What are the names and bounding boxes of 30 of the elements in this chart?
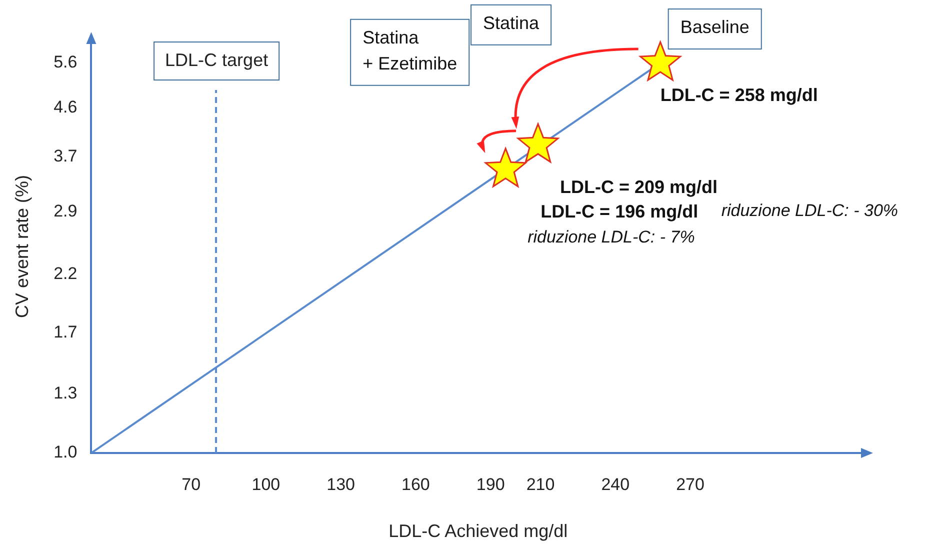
- x-tick-label: 130: [326, 474, 356, 494]
- annotation: riduzione LDL-C: - 7%: [528, 228, 695, 247]
- x-tick-label: 190: [476, 474, 505, 494]
- point: [517, 123, 559, 163]
- ref-line-label: LDL-C target: [165, 50, 268, 70]
- x-axis-title: LDL-C Achieved mg/dl: [388, 521, 568, 542]
- y-tick-label: 1.7: [54, 322, 78, 342]
- x-tick-label: 210: [526, 474, 555, 494]
- annotation: Baseline: [680, 17, 750, 38]
- annotation: LDL-C = 258 mg/dl: [660, 85, 818, 106]
- annotation: LDL-C = 196 mg/dl: [540, 201, 698, 222]
- point: [484, 148, 526, 188]
- y-axis-title: CV event rate (%): [12, 174, 32, 318]
- y-tick-label: 1.3: [54, 383, 78, 402]
- x-tick-label: 160: [402, 474, 430, 494]
- y-tick-label: 5.6: [54, 52, 78, 72]
- x-tick-label: 70: [182, 474, 201, 494]
- x-tick-label: 100: [252, 474, 280, 494]
- y-tick-label: 4.6: [54, 97, 78, 116]
- x-tick-label: 240: [601, 474, 630, 494]
- y-tick-label: 2.9: [54, 202, 78, 221]
- annotation: LDL-C = 209 mg/dl: [560, 176, 718, 197]
- point: [640, 41, 682, 81]
- annotation: riduzione LDL-C: - 30%: [721, 201, 898, 220]
- y-tick-label: 2.2: [54, 264, 78, 284]
- y-tick-label: 1.0: [54, 442, 78, 462]
- y-tick-label: 3.7: [54, 146, 78, 166]
- x-tick-label: 270: [676, 474, 704, 494]
- text: Statina: [483, 12, 540, 33]
- annotation: Statina + Ezetimibe: [362, 27, 458, 74]
